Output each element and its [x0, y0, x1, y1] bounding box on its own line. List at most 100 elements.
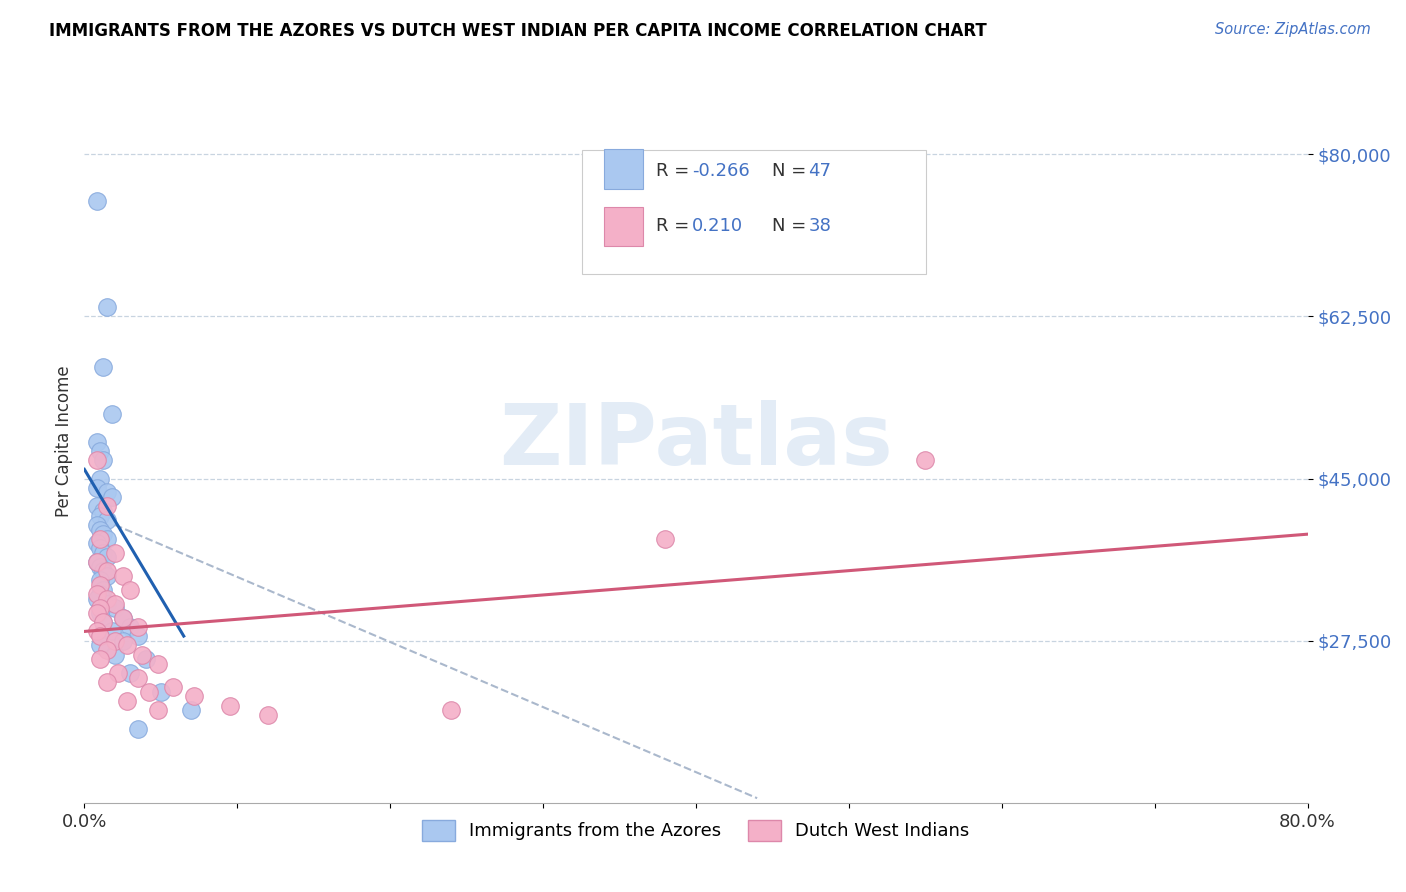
Point — [149, 684, 172, 698]
Point — [104, 648, 127, 662]
Point — [96, 643, 118, 657]
Point — [89, 601, 111, 615]
Text: 47: 47 — [808, 161, 831, 179]
Point — [86, 555, 108, 569]
Point — [104, 601, 127, 615]
Point — [111, 610, 134, 624]
Point — [257, 707, 280, 722]
Point — [120, 620, 142, 634]
Point — [96, 569, 118, 583]
Text: N =: N = — [772, 161, 811, 179]
Point — [89, 574, 111, 588]
Point — [127, 722, 149, 736]
Point — [146, 703, 169, 717]
Point — [91, 504, 114, 518]
Point — [86, 453, 108, 467]
Text: 0.210: 0.210 — [692, 218, 744, 235]
Point — [101, 490, 124, 504]
Point — [89, 541, 111, 555]
Point — [127, 629, 149, 643]
Point — [96, 675, 118, 690]
Text: 38: 38 — [808, 218, 831, 235]
Point — [107, 666, 129, 681]
Point — [91, 582, 114, 597]
Point — [183, 690, 205, 704]
Point — [104, 633, 127, 648]
Point — [104, 597, 127, 611]
Text: R =: R = — [655, 218, 700, 235]
Point — [86, 536, 108, 550]
Point — [89, 532, 111, 546]
Text: Source: ZipAtlas.com: Source: ZipAtlas.com — [1215, 22, 1371, 37]
Point — [91, 546, 114, 560]
Point — [89, 559, 111, 574]
Point — [96, 550, 118, 565]
Point — [86, 194, 108, 208]
Legend: Immigrants from the Azores, Dutch West Indians: Immigrants from the Azores, Dutch West I… — [415, 813, 977, 848]
Point — [135, 652, 157, 666]
Text: R =: R = — [655, 161, 695, 179]
Text: IMMIGRANTS FROM THE AZORES VS DUTCH WEST INDIAN PER CAPITA INCOME CORRELATION CH: IMMIGRANTS FROM THE AZORES VS DUTCH WEST… — [49, 22, 987, 40]
Point — [89, 508, 111, 523]
Point — [96, 564, 118, 578]
Point — [654, 532, 676, 546]
Point — [146, 657, 169, 671]
Point — [96, 592, 118, 607]
Point — [86, 587, 108, 601]
Point — [89, 638, 111, 652]
Point — [89, 472, 111, 486]
Point — [89, 443, 111, 458]
Point — [91, 564, 114, 578]
Point — [86, 592, 108, 607]
Point — [127, 620, 149, 634]
Point — [440, 703, 463, 717]
Point — [162, 680, 184, 694]
Point — [86, 606, 108, 620]
Point — [91, 453, 114, 467]
Point — [91, 615, 114, 630]
Point — [111, 633, 134, 648]
Point — [86, 624, 108, 639]
Point — [96, 500, 118, 514]
Point — [91, 615, 114, 630]
Point — [96, 300, 118, 314]
Point — [101, 407, 124, 421]
Point — [89, 523, 111, 537]
Point — [96, 532, 118, 546]
Point — [96, 485, 118, 500]
Point — [86, 555, 108, 569]
Text: -0.266: -0.266 — [692, 161, 749, 179]
Point — [115, 694, 138, 708]
Point — [218, 698, 240, 713]
Point — [101, 624, 124, 639]
Point — [89, 629, 111, 643]
Point — [111, 569, 134, 583]
Point — [138, 684, 160, 698]
Point — [120, 582, 142, 597]
Point — [96, 597, 118, 611]
Point — [89, 652, 111, 666]
Point — [115, 638, 138, 652]
Point — [127, 671, 149, 685]
Point — [86, 434, 108, 449]
Point — [180, 703, 202, 717]
FancyBboxPatch shape — [582, 151, 927, 274]
Y-axis label: Per Capita Income: Per Capita Income — [55, 366, 73, 517]
Text: ZIPatlas: ZIPatlas — [499, 400, 893, 483]
Point — [89, 587, 111, 601]
Text: N =: N = — [772, 218, 811, 235]
Point — [111, 610, 134, 624]
FancyBboxPatch shape — [605, 149, 644, 189]
Point — [86, 481, 108, 495]
Point — [89, 578, 111, 592]
Point — [914, 453, 936, 467]
FancyBboxPatch shape — [605, 207, 644, 246]
Point — [120, 666, 142, 681]
Point — [91, 360, 114, 375]
Point — [86, 517, 108, 532]
Point — [104, 546, 127, 560]
Point — [89, 606, 111, 620]
Point — [96, 513, 118, 527]
Point — [86, 500, 108, 514]
Point — [91, 527, 114, 541]
